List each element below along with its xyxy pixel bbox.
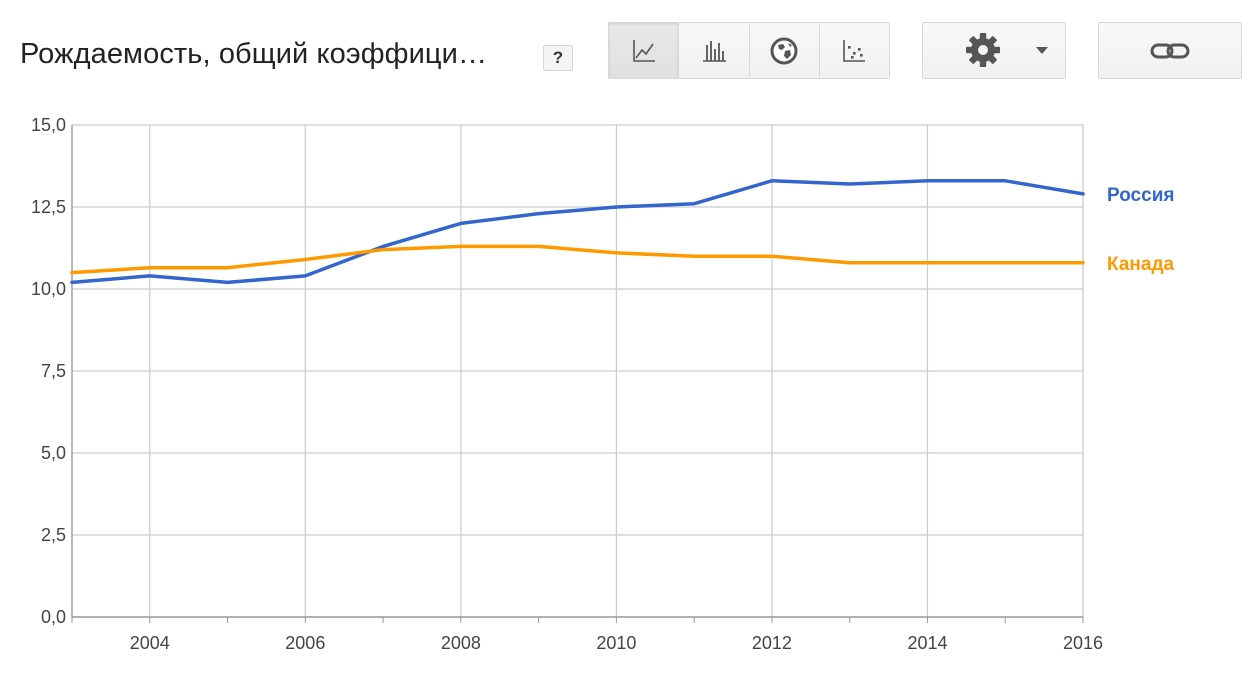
y-tick-label: 5,0 <box>41 443 66 463</box>
data-point[interactable] <box>688 250 700 262</box>
data-point[interactable] <box>999 175 1011 187</box>
scatter-chart-button[interactable] <box>820 23 889 78</box>
globe-map-icon <box>770 37 798 64</box>
x-tick-label: 2016 <box>1063 633 1103 653</box>
y-tick-label: 2,5 <box>41 525 66 545</box>
grid-lines <box>72 124 1084 618</box>
axes: 0,0 2,5 5,0 7,5 10,0 12,5 15,0 2004 2006 2008 2010… <box>31 115 1103 653</box>
x-tick-label: 2008 <box>441 633 481 653</box>
settings-button[interactable] <box>922 22 1066 79</box>
line-chart-button[interactable] <box>609 23 680 78</box>
line-chart-icon <box>632 39 655 62</box>
data-point[interactable] <box>688 198 700 210</box>
x-tick-label: 2010 <box>596 633 636 653</box>
caret-down-icon <box>1036 47 1048 54</box>
x-tick-label: 2012 <box>752 633 792 653</box>
data-point[interactable] <box>222 262 234 274</box>
y-tick-label: 15,0 <box>31 115 66 135</box>
bar-chart-icon <box>702 40 726 62</box>
data-point[interactable] <box>299 270 311 282</box>
data-point[interactable] <box>610 247 622 259</box>
series-lines <box>66 175 1089 288</box>
help-button[interactable]: ? <box>543 45 573 71</box>
data-point[interactable] <box>455 217 467 229</box>
data-point[interactable] <box>766 250 778 262</box>
link-button[interactable] <box>1098 22 1242 79</box>
data-point[interactable] <box>1077 257 1089 269</box>
chart-title: Рождаемость, общий коэффици… <box>20 38 488 70</box>
data-point[interactable] <box>844 178 856 190</box>
y-tick-label: 12,5 <box>31 197 66 217</box>
series-label-0[interactable]: Россия <box>1107 185 1174 206</box>
bar-chart-button[interactable] <box>679 23 750 78</box>
scatter-plot-icon <box>843 39 866 62</box>
data-point[interactable] <box>921 257 933 269</box>
gear-icon <box>966 33 1000 67</box>
chart-header: Рождаемость, общий коэффици… ? <box>0 0 1249 100</box>
data-point[interactable] <box>455 240 467 252</box>
data-point[interactable] <box>610 201 622 213</box>
data-point[interactable] <box>844 257 856 269</box>
data-point[interactable] <box>533 240 545 252</box>
x-tick-label: 2014 <box>907 633 947 653</box>
series-labels: Россия Канада <box>1107 185 1174 275</box>
data-point[interactable] <box>222 276 234 288</box>
data-point[interactable] <box>999 257 1011 269</box>
map-chart-button[interactable] <box>750 23 820 78</box>
chart-type-toggle <box>608 22 890 79</box>
data-point[interactable] <box>144 262 156 274</box>
x-tick-label: 2006 <box>285 633 325 653</box>
data-point[interactable] <box>766 175 778 187</box>
series-label-1[interactable]: Канада <box>1107 254 1174 275</box>
data-point[interactable] <box>299 253 311 265</box>
data-point[interactable] <box>921 175 933 187</box>
y-tick-label: 7,5 <box>41 361 66 381</box>
y-tick-label: 10,0 <box>31 279 66 299</box>
data-point[interactable] <box>66 267 78 279</box>
x-tick-label: 2004 <box>130 633 170 653</box>
series-line-1[interactable] <box>70 244 1085 275</box>
series-line-0[interactable] <box>70 179 1085 285</box>
data-point[interactable] <box>1077 188 1089 200</box>
y-tick-label: 0,0 <box>41 607 66 627</box>
data-point[interactable] <box>377 244 389 256</box>
settings-graphic <box>966 33 1048 67</box>
link-icon <box>1150 43 1190 58</box>
data-point[interactable] <box>533 208 545 220</box>
